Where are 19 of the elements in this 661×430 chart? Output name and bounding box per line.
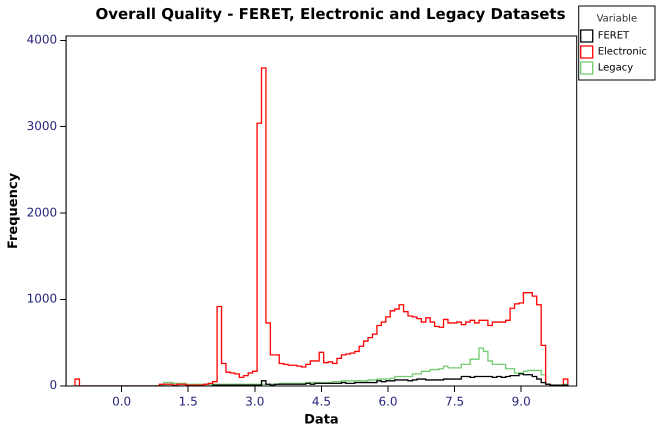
y-tick-label: 1000 bbox=[26, 292, 58, 306]
x-tick-label: 4.5 bbox=[312, 394, 331, 408]
legend-title: Variable bbox=[596, 14, 638, 25]
y-tick-label: 0 bbox=[50, 378, 58, 392]
x-axis-title: Data bbox=[304, 412, 339, 428]
legend-label: Electronic bbox=[598, 46, 648, 58]
x-tick-label: 0.0 bbox=[112, 394, 132, 408]
y-tick-label: 2000 bbox=[26, 205, 58, 220]
chart-title: Overall Quality - FERET, Electronic and Legacy Datasets bbox=[95, 4, 566, 23]
legend-label: FERET bbox=[598, 30, 630, 42]
x-tick-label: 9.0 bbox=[512, 394, 531, 408]
y-tick-label: 4000 bbox=[26, 32, 58, 46]
y-axis-title: Frequency bbox=[6, 172, 22, 250]
y-tick-label: 3000 bbox=[26, 118, 58, 133]
x-tick-label: 6.0 bbox=[378, 394, 398, 408]
x-tick-label: 7.5 bbox=[445, 394, 464, 408]
legend-label: Legacy bbox=[598, 62, 634, 74]
x-tick-label: 1.5 bbox=[178, 394, 198, 408]
x-tick-label: 3.0 bbox=[245, 394, 264, 408]
